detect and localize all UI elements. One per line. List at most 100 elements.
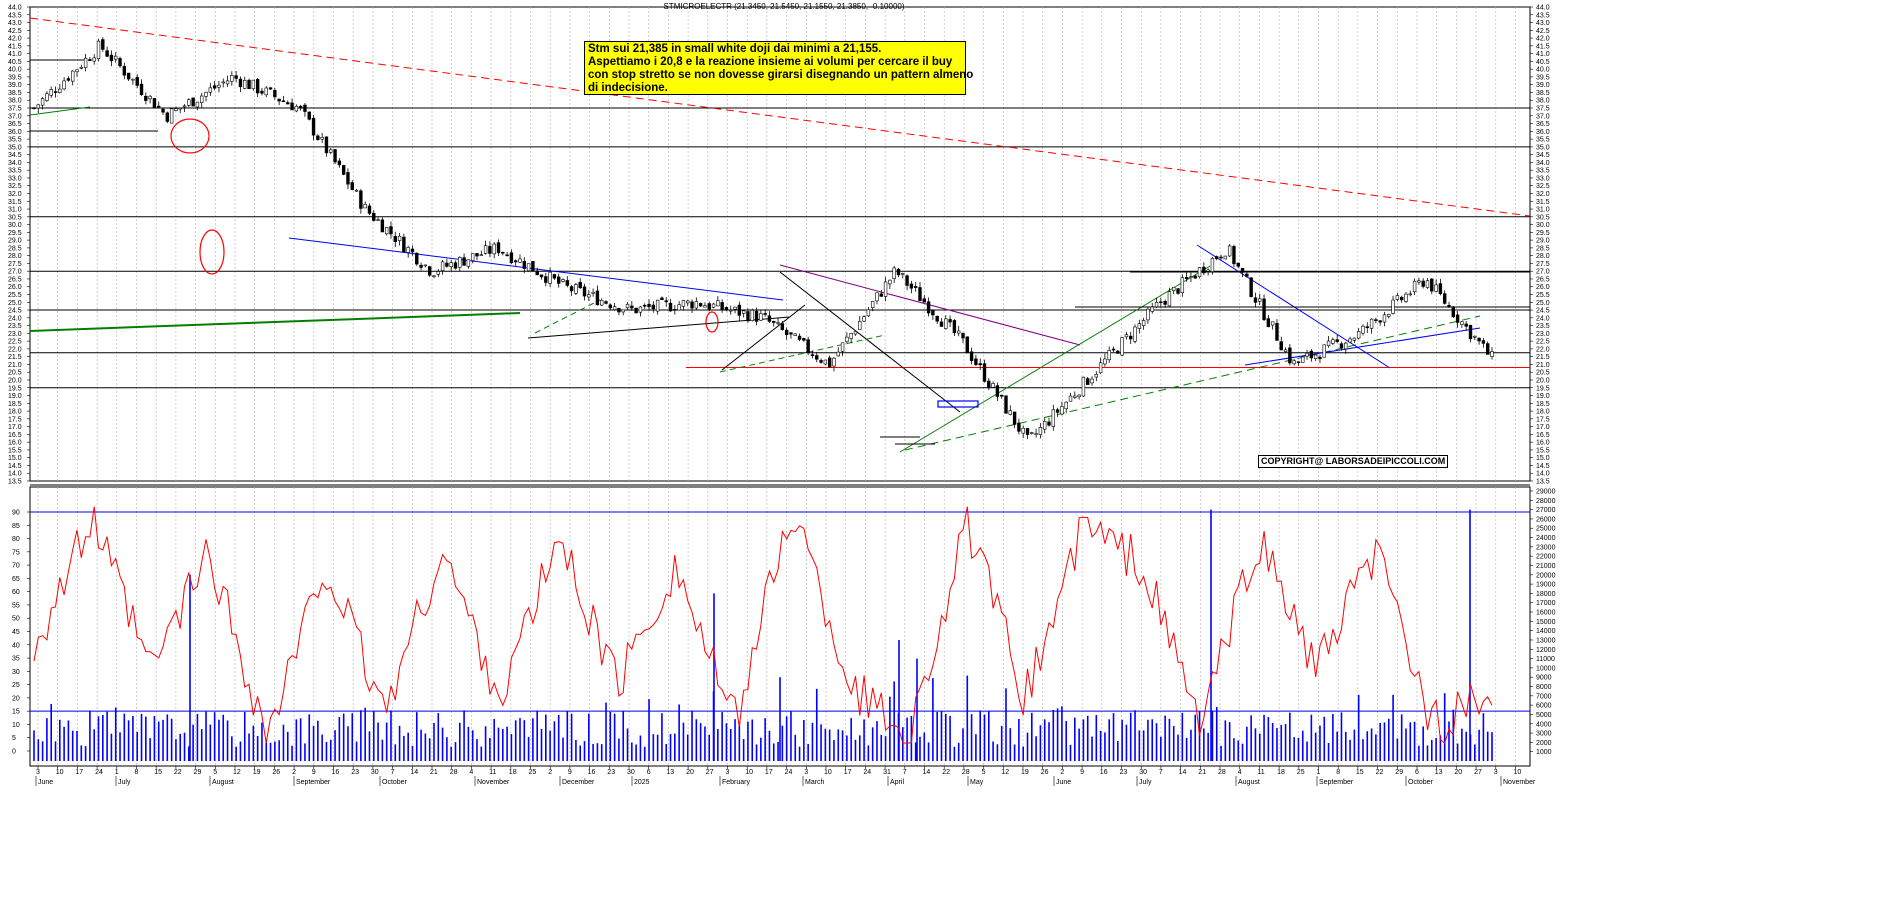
candle-body	[1313, 354, 1318, 359]
price-tick-label-right: 21.0	[1536, 362, 1550, 369]
candle-body	[1180, 277, 1185, 293]
candle-body	[918, 287, 922, 302]
candle-body	[393, 236, 397, 243]
analysis-note: Stm sui 21,385 in small white doji dai m…	[584, 41, 973, 95]
candle-body	[832, 357, 836, 367]
volume-tick-label: 8000	[1536, 684, 1552, 691]
price-tick-label-right: 14.0	[1536, 471, 1550, 478]
volume-tick-label: 11000	[1536, 656, 1555, 663]
volume-tick-label: 19000	[1536, 582, 1556, 589]
candle-body	[1008, 410, 1013, 415]
volume-tick-label: 20000	[1536, 572, 1556, 579]
candle-body	[53, 91, 58, 93]
price-tick-label-left: 24.5	[8, 308, 22, 315]
candle-body	[359, 190, 363, 209]
candle-body	[281, 100, 286, 103]
oscillator-tick-label: 35	[12, 656, 20, 663]
candle-body	[720, 302, 724, 310]
candle-body	[445, 262, 449, 267]
candle-body	[148, 95, 152, 100]
price-tick-label-left: 35.0	[8, 144, 22, 151]
oscillator-tick-label: 5	[12, 735, 16, 742]
x-day-label: 2	[1060, 769, 1064, 776]
candle-body	[1030, 432, 1034, 434]
x-day-label: 10	[824, 769, 832, 776]
candle-body	[539, 274, 544, 278]
candle-body	[741, 310, 746, 314]
candle-body	[329, 149, 333, 153]
candle-body	[1266, 318, 1271, 328]
candle-body	[582, 286, 587, 297]
candle-body	[810, 354, 815, 356]
candle-body	[733, 306, 737, 310]
candle-body	[1438, 283, 1443, 295]
candle-body	[888, 279, 892, 285]
candle-body	[1137, 323, 1142, 329]
candle-body	[1133, 326, 1137, 342]
candle-body	[1060, 406, 1064, 415]
candle-body	[1331, 339, 1335, 344]
candle-body	[1339, 343, 1344, 349]
x-day-label: 16	[332, 769, 340, 776]
candle-body	[1399, 296, 1404, 301]
candle-body	[161, 108, 165, 113]
price-tick-label-left: 26.5	[8, 276, 22, 283]
x-day-label: 24	[863, 769, 871, 776]
oscillator-tick-label: 25	[12, 682, 20, 689]
oscillator-tick-label: 70	[12, 563, 20, 570]
price-tick-label-right: 16.0	[1536, 440, 1550, 447]
x-month-label: October	[1408, 779, 1434, 786]
x-day-label: 18	[509, 769, 517, 776]
candle-body	[1249, 277, 1253, 298]
x-day-label: 11	[489, 769, 496, 776]
candle-body	[1004, 395, 1008, 414]
candle-body	[625, 303, 630, 309]
candle-body	[122, 66, 127, 76]
oscillator-tick-label: 0	[12, 749, 16, 756]
candle-body	[191, 97, 195, 107]
candle-body	[157, 105, 161, 108]
oscillator-tick-label: 60	[12, 589, 20, 596]
candle-body	[1047, 421, 1051, 426]
candle-body	[522, 260, 527, 269]
candle-body	[1051, 409, 1056, 427]
candle-body	[135, 77, 139, 86]
candle-body	[277, 98, 281, 102]
copyright-label: COPYRIGHT@ LABORSADEIPICCOLI.COM	[1258, 455, 1449, 468]
candle-body	[1361, 325, 1365, 334]
price-tick-label-right: 17.0	[1536, 424, 1550, 431]
price-tick-label-left: 18.5	[8, 401, 22, 408]
candle-body	[858, 321, 862, 330]
candle-body	[1395, 295, 1400, 300]
price-tick-label-left: 26.0	[8, 284, 22, 291]
price-tick-label-left: 27.0	[8, 269, 22, 276]
candle-body	[1447, 305, 1451, 307]
x-day-label: 21	[430, 769, 438, 776]
price-tick-label-right: 32.5	[1536, 183, 1550, 190]
price-tick-label-left: 25.5	[8, 292, 22, 299]
candle-body	[621, 309, 625, 313]
volume-tick-label: 10000	[1536, 665, 1556, 672]
x-day-label: 26	[272, 769, 280, 776]
candle-body	[1055, 409, 1060, 413]
price-tick-label-right: 26.5	[1536, 276, 1550, 283]
price-tick-label-left: 36.5	[8, 121, 22, 128]
price-tick-label-right: 27.5	[1536, 261, 1550, 268]
candle-body	[427, 266, 432, 276]
gap-circle	[199, 229, 225, 275]
candle-body	[255, 79, 260, 94]
price-tick-label-right: 27.0	[1536, 269, 1550, 276]
candle-body	[535, 270, 539, 276]
candle-body	[518, 258, 522, 263]
x-day-label: 6	[1415, 769, 1419, 776]
candle-body	[1318, 356, 1322, 359]
volume-tick-label: 22000	[1536, 554, 1556, 561]
candle-body	[896, 268, 901, 276]
candle-body	[1129, 335, 1133, 340]
price-tick-label-left: 25.0	[8, 300, 22, 307]
price-tick-label-left: 41.0	[8, 51, 22, 58]
candle-body	[470, 253, 475, 261]
candle-body	[793, 333, 797, 337]
volume-tick-label: 15000	[1536, 619, 1556, 626]
